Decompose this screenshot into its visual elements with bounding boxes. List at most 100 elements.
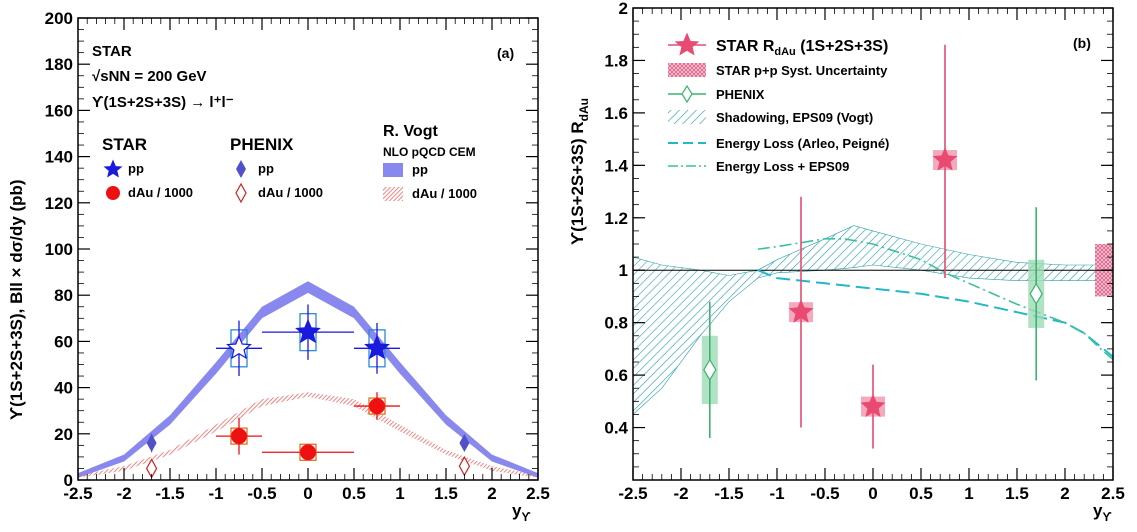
panel-a-title-line-3: ϒ(1S+2S+3S) → l⁺l⁻ [92, 94, 234, 111]
star-rdau-point [932, 147, 958, 171]
star-rdau-point [788, 299, 814, 323]
x-tick-label: -0.5 [247, 484, 276, 503]
legend-shadowing-swatch [668, 110, 706, 124]
legend-star-dau-marker [106, 186, 120, 200]
star-pp-point [295, 318, 321, 344]
y-tick-label: 0.8 [604, 314, 628, 333]
y-tick-label: 80 [54, 286, 73, 305]
legend-star-rdau-marker [674, 32, 700, 56]
y-tick-label: 1 [619, 261, 628, 280]
legend-header-phenix: PHENIX [230, 135, 294, 154]
y-tick-label: 60 [54, 332, 73, 351]
x-tick-label: -0.5 [810, 484, 839, 503]
vogt-pp-band [78, 281, 538, 478]
x-tick-label: -1.5 [714, 484, 743, 503]
x-tick-label: 0.5 [909, 484, 933, 503]
y-tick-label: 1.6 [604, 104, 628, 123]
legend-vogt-dau-label: dAu / 1000 [412, 186, 477, 201]
y-tick-label: 2 [619, 0, 628, 18]
panel-b-ticks: -2.5 -2 -1.5 -1 -0.5 0 0.5 1 1.5 2 2.5 0.4 0.6 0.8 1 1.… [604, 0, 1124, 503]
phenix-point [1029, 282, 1043, 305]
star-dau-point [369, 398, 385, 415]
panel-a-points [145, 304, 471, 479]
legend-header-star: STAR [102, 135, 147, 154]
phenix-pp-point [146, 434, 157, 453]
phenix-pp-point [459, 434, 470, 453]
x-tick-label: 1 [964, 484, 973, 503]
y-tick-label: 140 [45, 148, 73, 167]
y-tick-label: 180 [45, 55, 73, 74]
star-pp-point [226, 334, 252, 360]
x-tick-label: 2.5 [526, 484, 550, 503]
x-tick-label: -1.5 [155, 484, 184, 503]
panel-b-x-axis-label: yϒ [1093, 501, 1112, 524]
phenix-point [703, 358, 717, 382]
y-tick-label: 160 [45, 101, 73, 120]
x-tick-label: -1 [769, 484, 784, 503]
star-dau-point [300, 444, 316, 461]
legend-phenix-pp-marker [236, 160, 246, 178]
x-tick-label: 0 [303, 484, 312, 503]
y-tick-label: 1.8 [604, 51, 628, 70]
legend-shadowing-label: Shadowing, EPS09 (Vogt) [716, 110, 873, 125]
legend-pp-syst-label: STAR p+p Syst. Uncertainty [716, 63, 888, 78]
x-tick-label: -2 [116, 484, 131, 503]
legend-eloss-eps-label: Energy Loss + EPS09 [716, 159, 849, 174]
panel-a-panel-tag: (a) [497, 45, 514, 61]
panel-a-y-axis-label: ϒ(1S+2S+3S), Bll × dσ/dy (pb) [7, 179, 26, 420]
x-tick-label: -2 [673, 484, 688, 503]
legend-eloss-label: Energy Loss (Arleo, Peigné) [716, 136, 889, 151]
legend-star-rdau-label: STAR RdAu (1S+2S+3S) [716, 38, 888, 58]
x-tick-label: 2.5 [1101, 484, 1125, 503]
x-tick-label: 0 [868, 484, 877, 503]
legend-header-vogt-model: NLO pQCD CEM [383, 145, 476, 159]
panel-a-x-axis-label: yϒ [512, 501, 531, 524]
panel-b: -2.5 -2 -1.5 -1 -0.5 0 0.5 1 1.5 2 2.5 0.4 0.6 0.8 1 1.… [568, 0, 1125, 524]
panel-a-title-line-2: √sNN = 200 GeV [92, 68, 207, 85]
legend-header-vogt: R. Vogt [383, 123, 438, 140]
legend-phenix-label: PHENIX [716, 87, 765, 102]
legend-vogt-dau-swatch [383, 187, 403, 201]
legend-vogt-pp-label: pp [412, 162, 428, 177]
x-tick-label: 0.5 [342, 484, 366, 503]
panel-a-ticks: -2.5 -2 -1.5 -1 -0.5 0 0.5 1 1.5 2 2.5 0 20 40 60 80 100… [45, 9, 550, 503]
legend-star-dau-label: dAu / 1000 [128, 185, 193, 200]
x-tick-label: 1.5 [1005, 484, 1029, 503]
legend-phenix-marker [681, 84, 693, 104]
x-tick-label: 2 [487, 484, 496, 503]
panel-a-frame [77, 17, 539, 481]
energy-loss-eps09-line [757, 238, 1114, 361]
x-tick-label: 2 [1060, 484, 1069, 503]
panel-a-title-line-1: STAR [92, 43, 132, 60]
legend-phenix-pp-label: pp [258, 161, 274, 176]
y-tick-label: 1.4 [604, 156, 628, 175]
x-tick-label: -1 [208, 484, 223, 503]
y-tick-label: 40 [54, 379, 73, 398]
y-tick-label: 1.2 [604, 209, 628, 228]
y-tick-label: 20 [54, 425, 73, 444]
panel-b-points [701, 44, 1114, 449]
legend-star-pp-marker [103, 159, 123, 178]
y-tick-label: 0.4 [604, 419, 628, 438]
y-tick-label: 0.6 [604, 366, 628, 385]
y-tick-label: 200 [45, 9, 73, 28]
y-tick-label: 120 [45, 194, 73, 213]
x-tick-label: 1.5 [434, 484, 458, 503]
panel-b-panel-tag: (b) [1073, 35, 1091, 51]
panel-a: -2.5 -2 -1.5 -1 -0.5 0 0.5 1 1.5 2 2.5 0 20 40 60 80 100… [7, 9, 550, 524]
y-tick-label: 0 [64, 471, 73, 490]
star-dau-point [231, 428, 247, 445]
panel-b-y-axis-label: ϒ(1S+2S+3S) RdAu [568, 98, 591, 245]
x-tick-label: -2.5 [618, 484, 647, 503]
x-tick-label: 1 [395, 484, 404, 503]
legend-phenix-dau-label: dAu / 1000 [258, 185, 323, 200]
legend-vogt-pp-swatch [383, 163, 403, 177]
x-tick-label: -2.5 [63, 484, 92, 503]
star-pp-point [364, 334, 390, 360]
legend-phenix-dau-marker [235, 182, 247, 204]
legend-pp-syst-swatch [668, 63, 706, 77]
legend-star-pp-label: pp [128, 161, 144, 176]
star-rdau-point [860, 393, 886, 418]
y-tick-label: 100 [45, 240, 73, 259]
